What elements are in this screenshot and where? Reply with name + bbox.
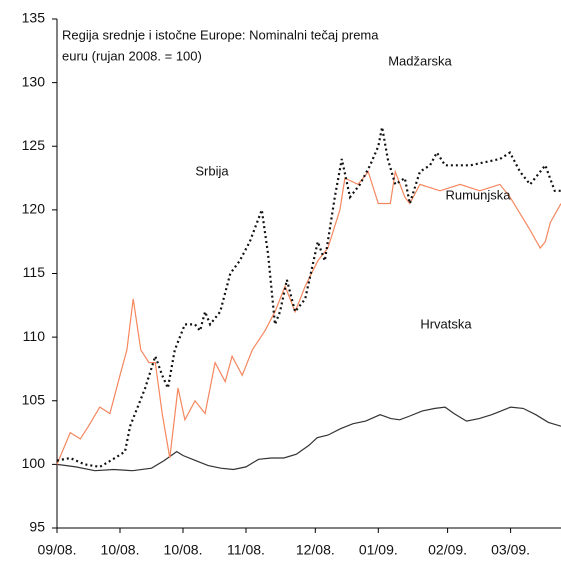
y-tick-label: 110: [23, 328, 46, 344]
y-tick-label: 125: [22, 137, 46, 153]
series-line: [56, 406, 561, 472]
x-tick-label: 11/08.: [227, 542, 265, 558]
x-tick-label: 09/08.: [38, 542, 77, 558]
series-label: Rumunjska: [445, 187, 511, 202]
series-line: [56, 126, 561, 469]
series-label: Hrvatska: [420, 316, 472, 331]
y-tick-label: 115: [23, 264, 46, 280]
x-tick-label: 10/08.: [164, 542, 203, 558]
y-tick-label: 105: [22, 391, 46, 407]
y-tick-label: 100: [22, 455, 46, 471]
y-tick-label: 120: [22, 201, 46, 217]
x-tick-label: 03/09.: [491, 542, 530, 558]
x-tick-label: 10/08.: [101, 542, 140, 558]
series-line: [56, 169, 561, 465]
y-tick-label: 135: [22, 10, 46, 26]
annotation: Madžarska: [388, 53, 452, 68]
x-tick-label: 01/09.: [359, 542, 398, 558]
series-label: Srbija: [195, 163, 229, 178]
x-tick-label: 02/09.: [428, 542, 467, 558]
chart-title: euru (rujan 2008. = 100): [62, 48, 202, 63]
y-tick-label: 95: [29, 519, 45, 535]
y-tick-label: 130: [22, 73, 46, 89]
x-tick-label: 12/08.: [296, 542, 335, 558]
chart-title: Regija srednje i istočne Europe: Nominal…: [62, 27, 379, 42]
